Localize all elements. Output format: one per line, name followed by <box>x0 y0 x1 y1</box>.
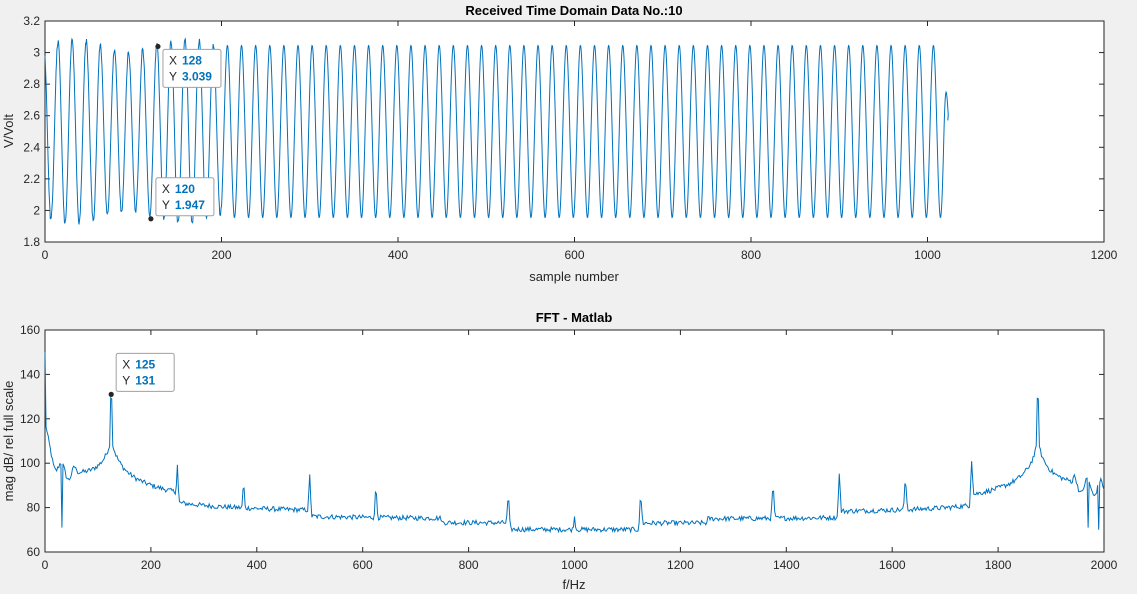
datatip-y-value: 131 <box>135 373 155 387</box>
datatip-marker[interactable] <box>148 216 154 222</box>
datatip-x-value: 120 <box>175 182 195 196</box>
x-tick-label: 1400 <box>773 558 800 572</box>
x-tick-label: 600 <box>353 558 373 572</box>
x-tick-label: 1000 <box>561 558 588 572</box>
datatip-marker[interactable] <box>155 43 161 50</box>
datatip-x-value: 128 <box>182 53 202 67</box>
tick-layer: 0 200 400 600 800 1000 1200 1.8 2 2.2 2.4 2.6 2.8 3 3.… <box>23 14 1117 262</box>
y-tick-label: 120 <box>20 412 40 426</box>
y-tick-label: 2.4 <box>23 140 40 154</box>
y-tick-label: 160 <box>20 323 40 337</box>
y-tick-label: 3 <box>33 46 40 60</box>
x-tick-label: 2000 <box>1091 558 1118 572</box>
datatip-y-value: 3.039 <box>182 69 212 83</box>
datatip-x-value: 125 <box>135 357 155 371</box>
y-tick-label: 2 <box>33 203 40 217</box>
datatip[interactable]: X 120 Y 1.947 <box>148 177 215 222</box>
x-tick-label: 600 <box>564 248 584 262</box>
datatip-x-key: X <box>169 53 177 67</box>
fft-axes[interactable]: FFT - Matlab f/Hz mag dB/ rel full scale… <box>1 310 1118 592</box>
x-tick-label: 1200 <box>667 558 694 572</box>
datatip-x-key: X <box>162 182 170 196</box>
tick-layer: 0 200 400 600 800 1000 1200 1400 1600 1800 2000 60 8… <box>20 323 1118 572</box>
y-tick-label: 140 <box>20 367 40 381</box>
y-tick-label: 2.2 <box>23 172 40 186</box>
x-tick-label: 0 <box>42 558 49 572</box>
y-tick-label: 3.2 <box>23 14 40 28</box>
series-line <box>44 37 949 225</box>
x-tick-label: 800 <box>741 248 761 262</box>
x-tick-label: 1000 <box>914 248 941 262</box>
y-tick-label: 1.8 <box>23 235 40 249</box>
datatip-y-value: 1.947 <box>175 198 205 212</box>
x-axis-label: sample number <box>529 269 619 284</box>
time-domain-axes[interactable]: Received Time Domain Data No.:10 sample … <box>1 3 1118 284</box>
datatip[interactable]: X 125 Y 131 <box>108 352 175 397</box>
x-tick-label: 400 <box>247 558 267 572</box>
datatip-box <box>115 352 175 392</box>
plot-area <box>44 329 1105 553</box>
datatip-x-key: X <box>122 357 130 371</box>
datatip-y-key: Y <box>162 198 170 212</box>
datatip-box <box>155 177 215 217</box>
series-line <box>44 352 1105 534</box>
datatip-layer[interactable]: X 125 Y 131 <box>108 352 175 397</box>
datatip-y-key: Y <box>169 69 177 83</box>
y-tick-label: 2.8 <box>23 77 40 91</box>
x-axis-label: f/Hz <box>562 577 585 592</box>
y-axis-label: mag dB/ rel full scale <box>1 381 16 502</box>
y-tick-label: 2.6 <box>23 109 40 123</box>
chart-title: FFT - Matlab <box>536 310 613 325</box>
x-tick-label: 200 <box>141 558 161 572</box>
y-axis-label: V/Volt <box>1 114 16 148</box>
x-tick-label: 1800 <box>985 558 1012 572</box>
datatip-y-key: Y <box>122 373 130 387</box>
x-tick-label: 400 <box>388 248 408 262</box>
datatip-layer[interactable]: X 128 Y 3.039 X 120 Y 1.947 <box>148 43 222 222</box>
x-tick-label: 800 <box>459 558 479 572</box>
y-tick-label: 100 <box>20 456 40 470</box>
chart-title: Received Time Domain Data No.:10 <box>465 3 682 18</box>
datatip-box <box>162 48 222 88</box>
x-tick-label: 0 <box>42 248 49 262</box>
datatip[interactable]: X 128 Y 3.039 <box>155 43 222 88</box>
x-tick-label: 1600 <box>879 558 906 572</box>
x-tick-label: 200 <box>211 248 231 262</box>
x-tick-label: 1200 <box>1091 248 1118 262</box>
datatip-marker[interactable] <box>108 391 114 397</box>
y-tick-label: 60 <box>27 545 41 559</box>
y-tick-label: 80 <box>27 501 41 515</box>
